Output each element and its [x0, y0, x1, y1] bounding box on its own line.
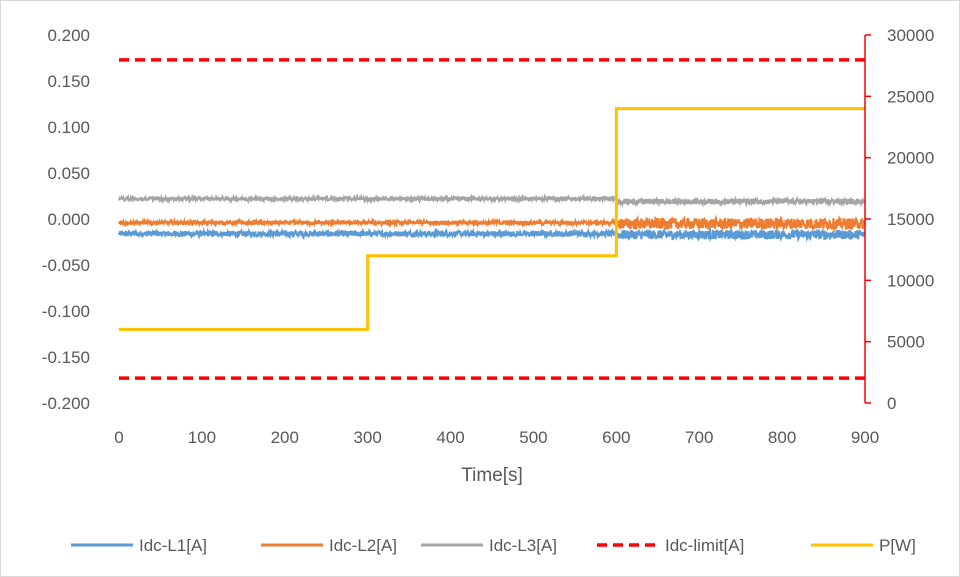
y-right-tick-label: 0 [887, 394, 896, 413]
x-tick-label: 100 [188, 428, 216, 447]
series-line [118, 214, 866, 233]
y-left-tick-label: 0.200 [47, 26, 90, 45]
x-tick-label: 200 [271, 428, 299, 447]
legend-label: P[W] [879, 536, 916, 555]
y-right-tick-label: 5000 [887, 333, 925, 352]
y-left-tick-label: -0.100 [42, 302, 90, 321]
y-right-tick-label: 20000 [887, 149, 934, 168]
legend-label: Idc-limit[A] [665, 536, 744, 555]
y-right-tick-label: 25000 [887, 87, 934, 106]
x-tick-label: 800 [768, 428, 796, 447]
legend-label: Idc-L3[A] [489, 536, 557, 555]
x-tick-label: 900 [851, 428, 879, 447]
legend: Idc-L1[A] Idc-L2[A] Idc-L3[A] Idc-limit[A] P… [71, 536, 916, 555]
y-left-tick-label: -0.050 [42, 256, 90, 275]
x-tick-label: 600 [602, 428, 630, 447]
y-left-tick-label: 0.050 [47, 164, 90, 183]
legend-label: Idc-L1[A] [139, 536, 207, 555]
y-left-tick-label: 0.100 [47, 118, 90, 137]
y-right-tick-label: 15000 [887, 210, 934, 229]
series-line [118, 193, 866, 209]
x-tick-label: 0 [114, 428, 123, 447]
y-left-tick-label: 0.000 [47, 210, 90, 229]
y-right-tick-label: 30000 [887, 26, 934, 45]
legend-label: Idc-L2[A] [329, 536, 397, 555]
x-tick-label: 300 [353, 428, 381, 447]
y-left-tick-label: -0.200 [42, 394, 90, 413]
x-axis-title: Time[s] [461, 465, 523, 486]
power-step-line [119, 107, 865, 331]
y-left-tick-label: -0.150 [42, 348, 90, 367]
x-tick-label: 700 [685, 428, 713, 447]
series-line [118, 226, 866, 243]
x-tick-label: 500 [519, 428, 547, 447]
axes: 3000025000200001500010000500000.2000.150… [42, 26, 934, 447]
x-tick-label: 400 [436, 428, 464, 447]
plot-area [118, 58, 866, 380]
y-left-tick-label: 0.150 [47, 72, 90, 91]
y-right-tick-label: 10000 [887, 271, 934, 290]
